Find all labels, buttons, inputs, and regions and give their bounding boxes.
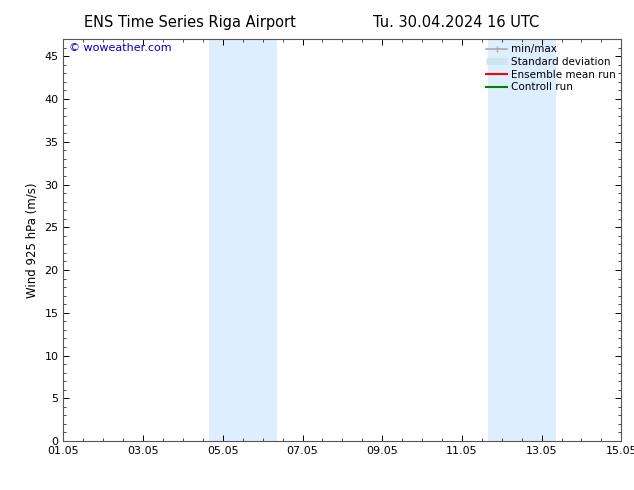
Text: ENS Time Series Riga Airport: ENS Time Series Riga Airport [84, 15, 296, 30]
Text: © woweather.com: © woweather.com [69, 43, 172, 53]
Legend: min/max, Standard deviation, Ensemble mean run, Controll run: min/max, Standard deviation, Ensemble me… [484, 42, 618, 94]
Bar [209, 39, 276, 441]
Bar [488, 39, 555, 441]
Y-axis label: Wind 925 hPa (m/s): Wind 925 hPa (m/s) [26, 182, 39, 298]
Text: Tu. 30.04.2024 16 UTC: Tu. 30.04.2024 16 UTC [373, 15, 540, 30]
